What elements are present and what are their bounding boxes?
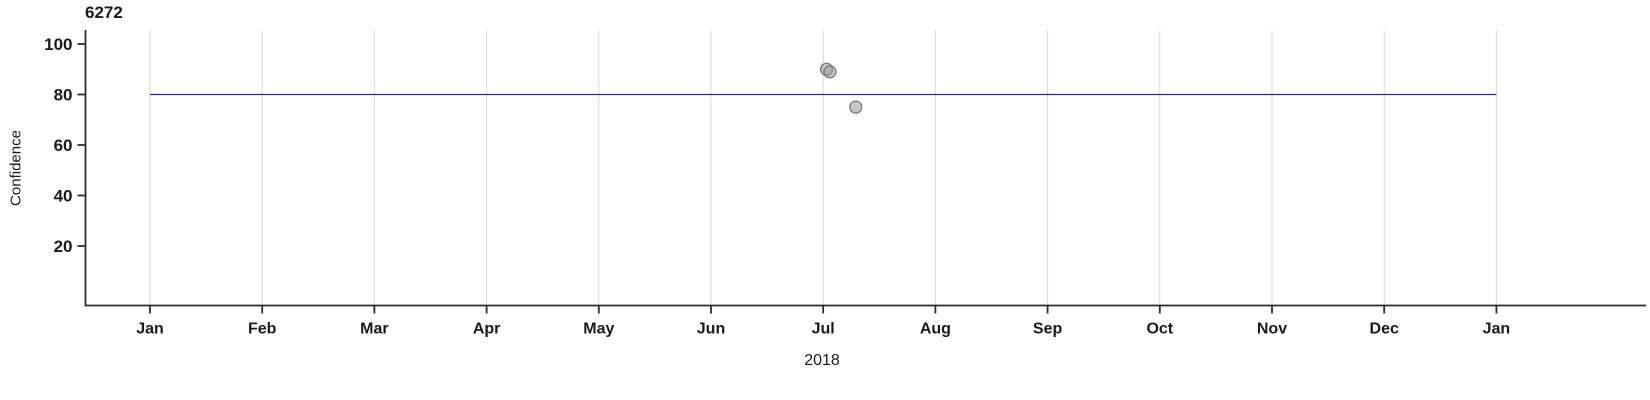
x-tick-label: Oct bbox=[1146, 321, 1173, 338]
x-tick-label: Apr bbox=[473, 321, 501, 338]
x-tick-label: Feb bbox=[248, 321, 277, 338]
y-tick-label: 20 bbox=[54, 237, 73, 256]
x-tick-label: Sep bbox=[1033, 321, 1063, 338]
x-tick-label: Jun bbox=[697, 321, 725, 338]
x-tick-label: Jul bbox=[812, 321, 835, 338]
y-tick-label: 80 bbox=[54, 86, 73, 105]
x-tick-label: Aug bbox=[920, 321, 951, 338]
x-tick-label: Jan bbox=[136, 321, 164, 338]
data-point bbox=[849, 100, 863, 114]
y-tick-label: 40 bbox=[54, 187, 73, 206]
x-tick-label: Mar bbox=[360, 321, 388, 338]
x-tick-label: Jan bbox=[1483, 321, 1511, 338]
x-tick-label: Nov bbox=[1257, 321, 1287, 338]
y-tick-label: 100 bbox=[44, 35, 72, 54]
data-point bbox=[823, 65, 837, 79]
y-axis-label: Confidence bbox=[7, 130, 25, 206]
y-tick-label: 60 bbox=[54, 136, 73, 155]
x-axis-label: 2018 bbox=[804, 352, 840, 369]
x-tick-label: Dec bbox=[1370, 321, 1399, 338]
x-tick-label: May bbox=[583, 321, 614, 338]
chart-title: 6272 bbox=[85, 3, 123, 22]
